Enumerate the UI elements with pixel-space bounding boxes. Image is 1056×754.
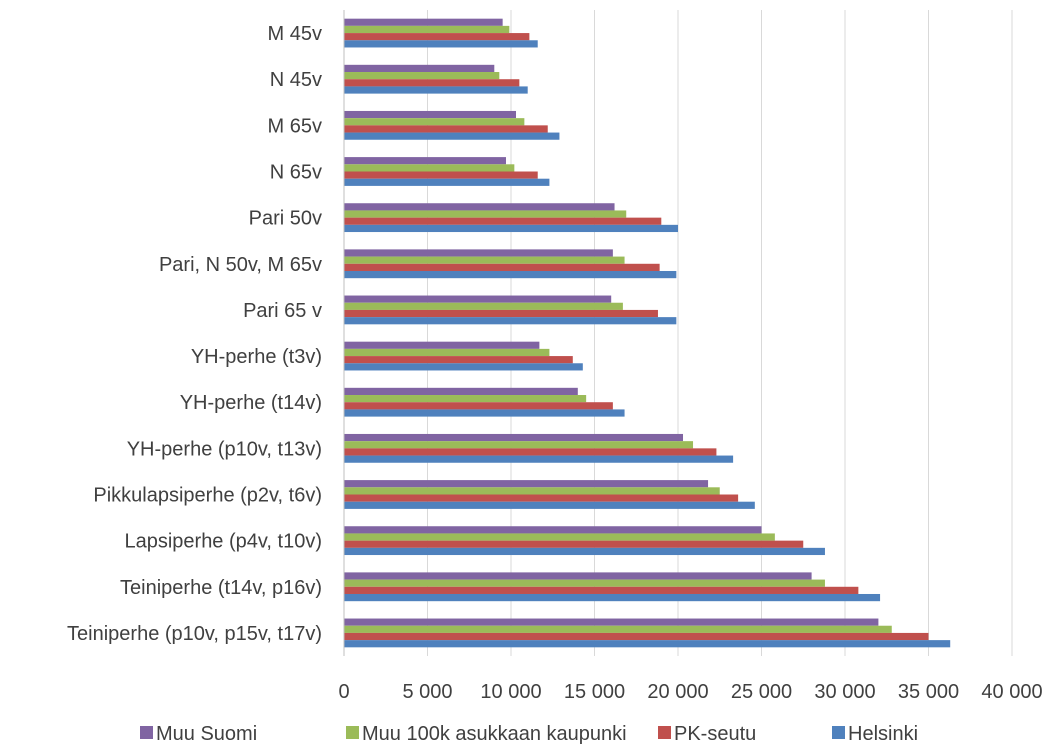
bar [344, 341, 540, 349]
x-tick-label: 30 000 [814, 681, 875, 703]
bar [344, 64, 495, 73]
bar [344, 547, 825, 556]
bar [344, 433, 684, 442]
category-label: N 45v [270, 69, 322, 91]
x-tick-label: 40 000 [981, 681, 1042, 703]
legend-swatch [832, 726, 845, 739]
bar [344, 217, 662, 225]
bar [344, 295, 612, 303]
x-tick-label: 5 000 [402, 681, 452, 703]
x-tick-label: 35 000 [898, 681, 959, 703]
bar [344, 533, 775, 541]
category-label: Pari 65 v [243, 300, 322, 322]
category-label: YH-perhe (t14v) [180, 392, 322, 414]
bar [344, 110, 517, 119]
bar [344, 309, 658, 318]
x-tick-label: 10 000 [480, 681, 541, 703]
bar [344, 164, 515, 172]
bar [344, 18, 503, 26]
bar [344, 224, 678, 233]
legend-swatch [140, 726, 153, 739]
bar [344, 125, 548, 133]
bar [344, 579, 825, 587]
legend-swatch [658, 726, 671, 739]
category-label: Lapsiperhe (p4v, t10v) [124, 531, 322, 553]
category-label: M 65v [268, 115, 322, 137]
bar [344, 132, 560, 140]
bar [344, 618, 879, 626]
bar [344, 86, 528, 94]
bar [344, 118, 525, 126]
bar [344, 256, 625, 264]
category-label: Teiniperhe (p10v, p15v, t17v) [67, 623, 322, 645]
bar [344, 356, 573, 364]
legend-label: Muu 100k asukkaan kaupunki [362, 723, 627, 745]
bar [344, 487, 720, 495]
bar [344, 72, 500, 80]
category-label: M 45v [268, 23, 322, 45]
bar [344, 33, 530, 41]
bar [344, 302, 623, 310]
legend-label: PK-seutu [674, 723, 756, 745]
bar [344, 171, 538, 179]
bar [344, 593, 881, 602]
category-label: N 65v [270, 162, 322, 184]
category-label: YH-perhe (p10v, t13v) [127, 438, 322, 460]
bar [344, 203, 615, 211]
bar [344, 480, 709, 488]
bar [344, 25, 510, 34]
bar [344, 210, 627, 218]
category-label: Pari, N 50v, M 65v [159, 254, 322, 276]
category-label: Pikkulapsiperhe (p2v, t6v) [93, 485, 322, 507]
bar [344, 572, 812, 580]
legend-label: Muu Suomi [156, 723, 257, 745]
x-tick-labels: 0 5 000 10 000 15 000 20 000 25 000 30 000 35 0… [338, 681, 1042, 703]
bar [344, 632, 929, 641]
bar [344, 501, 755, 509]
bar [344, 348, 550, 357]
legend: Muu Suomi Muu 100k asukkaan kaupunki PK-se… [140, 723, 918, 745]
gridlines [343, 10, 1013, 656]
x-tick-label: 15 000 [564, 681, 625, 703]
x-tick-label: 25 000 [731, 681, 792, 703]
legend-swatch [346, 726, 359, 739]
bar [344, 455, 734, 463]
bar [344, 402, 613, 410]
bars [344, 18, 951, 648]
x-tick-label: 0 [338, 681, 349, 703]
legend-label: Helsinki [848, 723, 918, 745]
bar [344, 441, 694, 449]
bar [344, 387, 578, 396]
category-label: YH-perhe (t3v) [191, 346, 322, 368]
bar [344, 526, 762, 534]
bar [344, 448, 717, 456]
bar [344, 640, 951, 648]
bar [344, 586, 859, 594]
bar [344, 395, 587, 403]
bar [344, 79, 520, 87]
category-labels: M 45v N 45v M 65v N 65v Pari 50v Pari, N 50v,… [67, 23, 322, 645]
category-label: Teiniperhe (t14v, p16v) [120, 577, 322, 599]
bar [344, 270, 677, 279]
category-label: Pari 50v [249, 208, 322, 230]
bar [344, 363, 583, 371]
bar [344, 540, 804, 548]
bar [344, 317, 677, 325]
bar [344, 40, 538, 48]
bar [344, 263, 660, 271]
bar [344, 625, 892, 633]
bar [344, 157, 506, 165]
bar [344, 494, 739, 502]
bar [344, 178, 550, 186]
x-tick-label: 20 000 [647, 681, 708, 703]
bar [344, 249, 613, 257]
bar [344, 409, 625, 417]
